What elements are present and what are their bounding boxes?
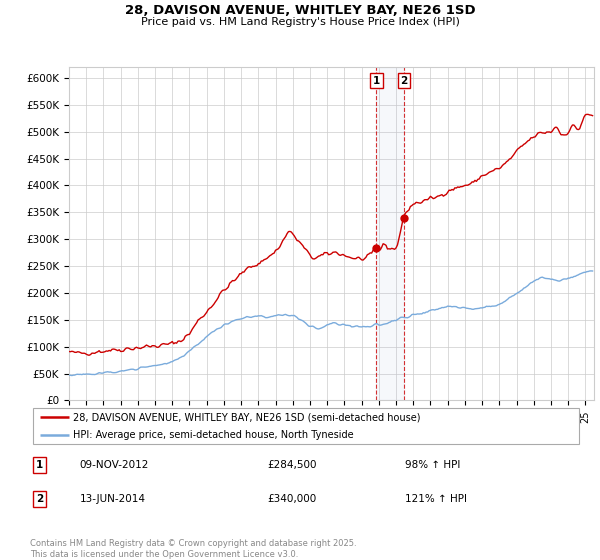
Bar	[376, 67, 404, 400]
Text: 1: 1	[37, 460, 44, 470]
Text: 28, DAVISON AVENUE, WHITLEY BAY, NE26 1SD: 28, DAVISON AVENUE, WHITLEY BAY, NE26 1S…	[125, 4, 475, 17]
Text: 121% ↑ HPI: 121% ↑ HPI	[406, 494, 467, 504]
Text: £284,500: £284,500	[268, 460, 317, 470]
Text: Contains HM Land Registry data © Crown copyright and database right 2025.
This d: Contains HM Land Registry data © Crown c…	[30, 539, 356, 559]
Text: 2: 2	[37, 494, 44, 504]
Text: 2: 2	[400, 76, 407, 86]
Text: 98% ↑ HPI: 98% ↑ HPI	[406, 460, 461, 470]
Text: 1: 1	[373, 76, 380, 86]
FancyBboxPatch shape	[33, 408, 579, 444]
Text: Price paid vs. HM Land Registry's House Price Index (HPI): Price paid vs. HM Land Registry's House …	[140, 17, 460, 27]
Text: 28, DAVISON AVENUE, WHITLEY BAY, NE26 1SD (semi-detached house): 28, DAVISON AVENUE, WHITLEY BAY, NE26 1S…	[73, 412, 421, 422]
Text: HPI: Average price, semi-detached house, North Tyneside: HPI: Average price, semi-detached house,…	[73, 430, 353, 440]
Text: £340,000: £340,000	[268, 494, 317, 504]
Text: 09-NOV-2012: 09-NOV-2012	[80, 460, 149, 470]
Text: 13-JUN-2014: 13-JUN-2014	[80, 494, 146, 504]
